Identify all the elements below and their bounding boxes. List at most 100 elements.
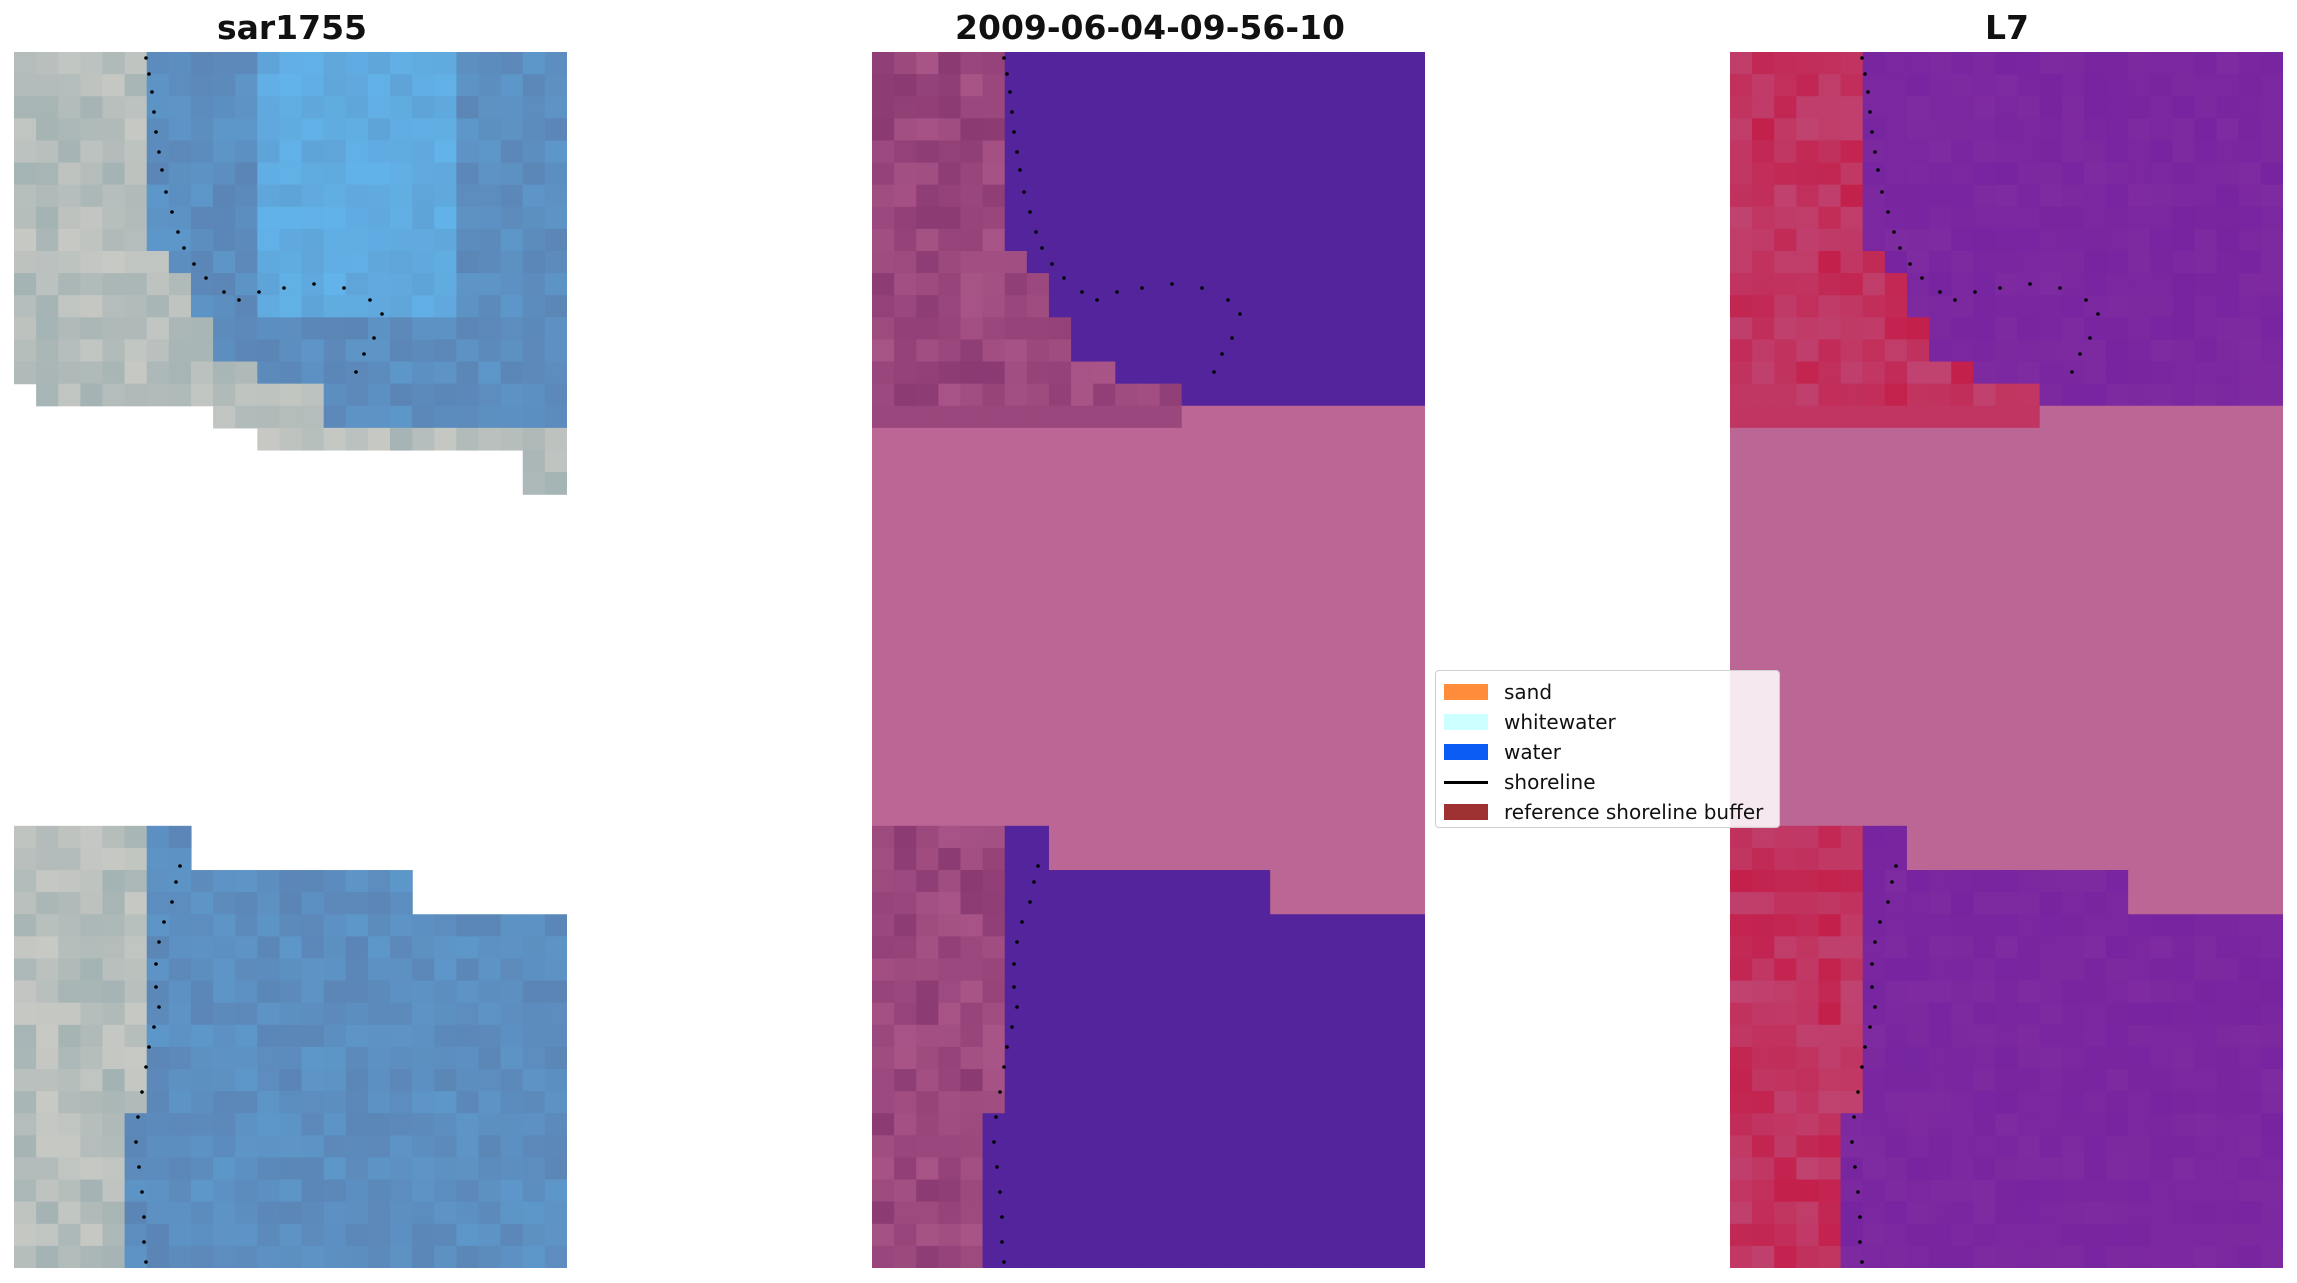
class-pixel bbox=[1026, 1046, 1050, 1070]
l7-pixel bbox=[1774, 273, 1797, 296]
l7-pixel bbox=[1730, 184, 1753, 208]
l7-pixel bbox=[1752, 184, 1775, 208]
rgb-pixel bbox=[434, 295, 457, 318]
l7-pixel bbox=[1730, 560, 1753, 584]
l7-pixel bbox=[1840, 847, 1864, 871]
class-pixel bbox=[1026, 582, 1050, 606]
class-pixel bbox=[1159, 847, 1183, 871]
shoreline-point bbox=[1856, 1090, 1860, 1094]
l7-pixel bbox=[2260, 958, 2283, 982]
rgb-pixel bbox=[522, 1024, 546, 1048]
l7-pixel bbox=[2106, 273, 2129, 296]
l7-pixel bbox=[2260, 1046, 2283, 1070]
class-pixel bbox=[1203, 118, 1227, 142]
class-pixel bbox=[1137, 1091, 1161, 1114]
class-pixel bbox=[1071, 96, 1094, 119]
class-pixel bbox=[1314, 1113, 1338, 1136]
rgb-pixel bbox=[14, 273, 37, 296]
l7-pixel bbox=[2106, 206, 2129, 230]
class-pixel bbox=[1137, 74, 1161, 97]
l7-pixel bbox=[1730, 1201, 1753, 1225]
rgb-pixel bbox=[124, 96, 148, 119]
rgb-pixel bbox=[257, 405, 281, 429]
l7-pixel bbox=[1796, 870, 1820, 893]
class-pixel bbox=[916, 936, 939, 960]
rgb-pixel bbox=[124, 1046, 148, 1070]
rgb-pixel bbox=[390, 1201, 413, 1225]
class-pixel bbox=[1380, 1179, 1404, 1203]
l7-pixel bbox=[2216, 1179, 2240, 1203]
rgb-pixel bbox=[235, 228, 258, 252]
rgb-pixel bbox=[522, 317, 546, 341]
class-pixel bbox=[1248, 516, 1271, 539]
class-pixel bbox=[938, 1069, 962, 1092]
rgb-pixel bbox=[36, 1046, 59, 1070]
water-swatch bbox=[1444, 744, 1488, 760]
l7-pixel bbox=[1818, 494, 1842, 517]
rgb-pixel bbox=[345, 250, 369, 274]
class-pixel bbox=[1270, 295, 1293, 318]
class-pixel bbox=[1380, 604, 1404, 628]
class-pixel bbox=[1270, 604, 1293, 628]
class-pixel bbox=[1071, 449, 1094, 473]
rgb-pixel bbox=[345, 317, 369, 341]
rgb-pixel bbox=[257, 250, 281, 274]
class-pixel bbox=[1071, 582, 1094, 606]
l7-pixel bbox=[2128, 737, 2151, 761]
class-pixel bbox=[894, 958, 917, 982]
class-pixel bbox=[1314, 648, 1338, 672]
class-pixel bbox=[1248, 582, 1271, 606]
l7-pixel bbox=[2106, 582, 2129, 606]
shoreline-point bbox=[170, 900, 174, 904]
class-pixel bbox=[1026, 1113, 1050, 1136]
class-pixel bbox=[1026, 1002, 1050, 1026]
class-pixel bbox=[1026, 184, 1050, 208]
rgb-pixel bbox=[102, 317, 126, 341]
class-pixel bbox=[1314, 339, 1338, 363]
rgb-pixel bbox=[544, 140, 567, 164]
class-pixel bbox=[938, 494, 962, 517]
l7-pixel bbox=[2128, 538, 2151, 562]
rgb-pixel bbox=[80, 1091, 104, 1114]
l7-pixel bbox=[1862, 1113, 1886, 1136]
l7-pixel bbox=[2238, 1113, 2262, 1136]
rgb-pixel bbox=[367, 892, 391, 915]
rgb-pixel bbox=[345, 405, 369, 429]
class-pixel bbox=[960, 892, 984, 915]
l7-pixel bbox=[2017, 361, 2041, 385]
class-pixel bbox=[1071, 958, 1094, 982]
class-pixel bbox=[1159, 405, 1183, 429]
class-pixel bbox=[1048, 803, 1072, 827]
l7-pixel bbox=[2083, 96, 2107, 119]
class-pixel bbox=[894, 715, 917, 738]
l7-pixel bbox=[2128, 140, 2151, 164]
l7-pixel bbox=[1774, 1223, 1797, 1247]
class-pixel bbox=[1004, 1046, 1028, 1070]
l7-pixel bbox=[1929, 604, 1952, 628]
rgb-pixel bbox=[412, 1135, 435, 1159]
rgb-pixel bbox=[500, 162, 524, 186]
class-pixel bbox=[960, 162, 984, 186]
class-pixel bbox=[1314, 1046, 1338, 1070]
l7-pixel bbox=[2216, 184, 2240, 208]
rgb-pixel bbox=[80, 295, 104, 318]
shoreline-point bbox=[150, 90, 154, 94]
class-pixel bbox=[1225, 317, 1249, 341]
shoreline-point bbox=[237, 298, 241, 302]
rgb-pixel bbox=[367, 958, 391, 982]
class-pixel bbox=[1093, 1135, 1116, 1159]
class-pixel bbox=[1093, 980, 1116, 1004]
class-pixel bbox=[1358, 317, 1382, 341]
class-pixel bbox=[1225, 184, 1249, 208]
class-pixel bbox=[894, 1245, 917, 1268]
class-pixel bbox=[1203, 317, 1227, 341]
class-pixel bbox=[1137, 870, 1161, 893]
l7-pixel bbox=[1730, 870, 1753, 893]
class-pixel bbox=[938, 1091, 962, 1114]
class-pixel bbox=[1402, 1024, 1425, 1048]
class-pixel bbox=[1380, 759, 1404, 783]
class-pixel bbox=[1402, 472, 1425, 495]
class-pixel bbox=[1137, 339, 1161, 363]
class-pixel bbox=[872, 184, 895, 208]
class-pixel bbox=[960, 1201, 984, 1225]
